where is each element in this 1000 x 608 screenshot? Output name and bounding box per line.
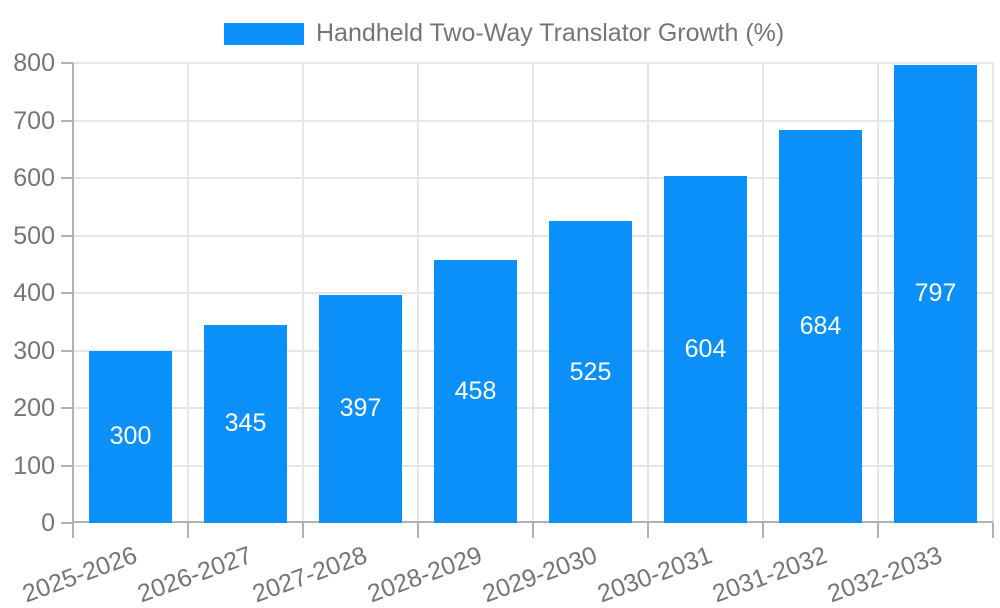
y-axis-label: 200 bbox=[13, 394, 55, 422]
legend-swatch bbox=[224, 22, 304, 45]
x-axis-label: 2032-2033 bbox=[823, 541, 946, 608]
x-tick bbox=[72, 523, 74, 538]
legend-label: Handheld Two-Way Translator Growth (%) bbox=[316, 19, 785, 47]
x-axis-label: 2029-2030 bbox=[478, 541, 601, 608]
y-tick bbox=[61, 119, 73, 122]
y-tick bbox=[61, 349, 73, 352]
y-tick bbox=[61, 62, 73, 65]
x-gridline bbox=[302, 63, 304, 523]
x-axis-label: 2027-2028 bbox=[248, 541, 371, 608]
x-tick bbox=[417, 523, 419, 538]
bar-value-label: 397 bbox=[339, 394, 382, 423]
y-axis-label: 800 bbox=[13, 49, 55, 77]
x-gridline bbox=[762, 63, 764, 523]
bar: 300 bbox=[89, 350, 172, 523]
bar: 458 bbox=[434, 259, 517, 523]
x-gridline bbox=[877, 63, 879, 523]
y-axis-label: 400 bbox=[13, 279, 55, 307]
y-tick bbox=[61, 177, 73, 179]
x-gridline bbox=[992, 63, 994, 523]
x-tick bbox=[187, 523, 189, 538]
y-tick bbox=[61, 464, 73, 467]
bar-value-label: 525 bbox=[569, 357, 612, 386]
y-tick bbox=[61, 522, 73, 524]
x-axis-line bbox=[73, 521, 993, 523]
x-gridline bbox=[187, 63, 189, 523]
plot-area: 0 100 200 300 400 500 600 700 800 300 345 397 458 525… bbox=[13, 50, 994, 608]
x-tick bbox=[302, 523, 304, 538]
bar-value-label: 797 bbox=[914, 279, 957, 308]
bar: 345 bbox=[204, 324, 287, 523]
x-tick bbox=[762, 523, 764, 538]
bar: 797 bbox=[894, 64, 977, 523]
bar: 684 bbox=[779, 129, 862, 523]
x-tick bbox=[992, 523, 994, 538]
x-tick bbox=[877, 523, 879, 538]
x-tick bbox=[532, 523, 534, 538]
bar: 525 bbox=[549, 221, 632, 523]
y-axis-label: 600 bbox=[13, 164, 55, 192]
bar-value-label: 684 bbox=[799, 311, 842, 340]
x-gridline bbox=[417, 63, 419, 523]
y-axis-line bbox=[72, 63, 74, 523]
y-tick bbox=[61, 407, 73, 409]
y-axis-label: 0 bbox=[41, 509, 55, 537]
bar-value-label: 300 bbox=[109, 422, 152, 451]
bar: 604 bbox=[664, 175, 747, 523]
bar: 397 bbox=[319, 294, 402, 523]
y-axis-label: 500 bbox=[13, 221, 55, 250]
x-tick bbox=[647, 523, 649, 538]
x-gridline bbox=[532, 63, 534, 523]
bar-value-label: 458 bbox=[454, 376, 497, 405]
y-tick bbox=[61, 234, 73, 237]
y-axis-label: 700 bbox=[13, 106, 55, 135]
x-axis-label: 2026-2027 bbox=[133, 541, 256, 608]
bar-value-label: 345 bbox=[224, 409, 267, 438]
y-axis-label: 300 bbox=[13, 336, 55, 365]
x-axis-label: 2031-2032 bbox=[708, 541, 831, 608]
y-tick bbox=[61, 292, 73, 294]
x-axis-label: 2025-2026 bbox=[18, 541, 141, 608]
x-axis-label: 2028-2029 bbox=[363, 541, 486, 608]
legend: Handheld Two-Way Translator Growth (%) bbox=[224, 19, 784, 48]
y-axis-label: 100 bbox=[13, 451, 55, 480]
bar-value-label: 604 bbox=[684, 334, 727, 363]
x-gridline bbox=[647, 63, 649, 523]
x-axis-label: 2030-2031 bbox=[593, 541, 716, 608]
